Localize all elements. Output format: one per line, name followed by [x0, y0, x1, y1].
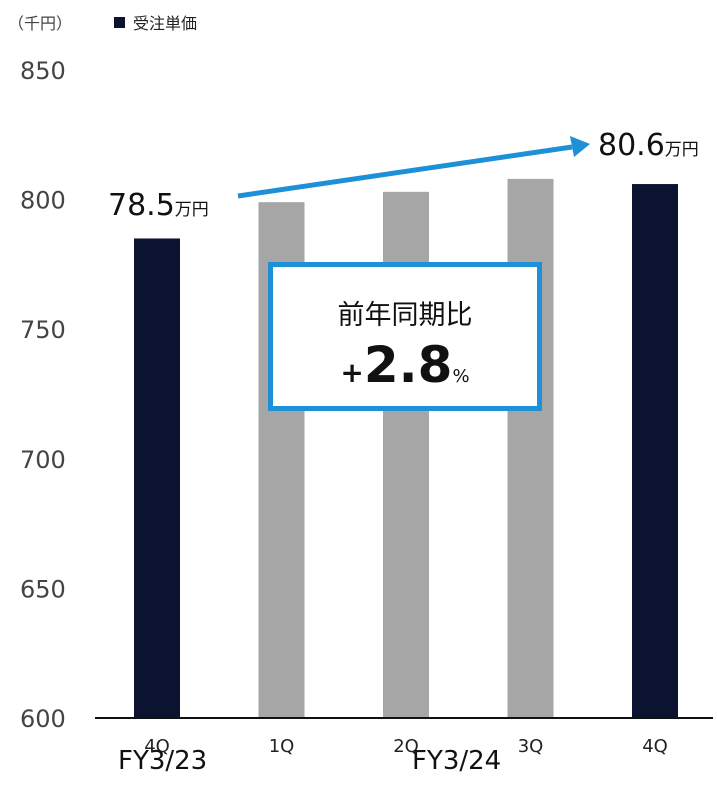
end-unit: 万円: [664, 140, 699, 160]
x-tick-label: 2Q: [393, 736, 419, 757]
callout-value: +2.8%: [273, 336, 537, 394]
callout-sign: +: [340, 356, 364, 389]
x-tick-label: 1Q: [269, 736, 295, 757]
yoy-callout: 前年同期比 +2.8%: [268, 262, 542, 411]
start-unit: 万円: [174, 200, 209, 220]
bar: [632, 184, 678, 719]
group-label-fy3-23: FY3/23: [118, 746, 208, 776]
y-tick-label: 700: [20, 446, 66, 474]
legend-swatch: [114, 16, 125, 28]
start-value: 78.5: [108, 188, 175, 223]
x-tick-label: 3Q: [518, 736, 544, 757]
y-tick-label: 600: [20, 705, 66, 733]
y-tick-label: 850: [20, 57, 66, 85]
trend-arrow-head: [570, 136, 590, 157]
start-value-annotation: 78.5万円: [108, 188, 209, 223]
x-tick-label: 4Q: [642, 736, 668, 757]
y-tick-label: 750: [20, 316, 66, 344]
bar: [507, 178, 554, 718]
end-value-annotation: 80.6万円: [598, 128, 699, 163]
callout-unit: %: [452, 366, 470, 387]
group-label-fy3-24: FY3/24: [412, 746, 502, 776]
y-unit-label: （千円）: [8, 14, 73, 33]
legend-label: 受注単価: [133, 14, 198, 33]
y-tick-label: 650: [20, 575, 66, 603]
bar: [134, 238, 180, 719]
callout-title: 前年同期比: [337, 300, 473, 331]
callout-number: 2.8: [363, 336, 453, 394]
legend: 受注単価: [114, 10, 197, 34]
end-value: 80.6: [598, 128, 665, 163]
x-tick-label: 4Q: [144, 736, 170, 757]
y-tick-label: 800: [20, 187, 66, 215]
trend-arrow-line: [237, 144, 573, 199]
